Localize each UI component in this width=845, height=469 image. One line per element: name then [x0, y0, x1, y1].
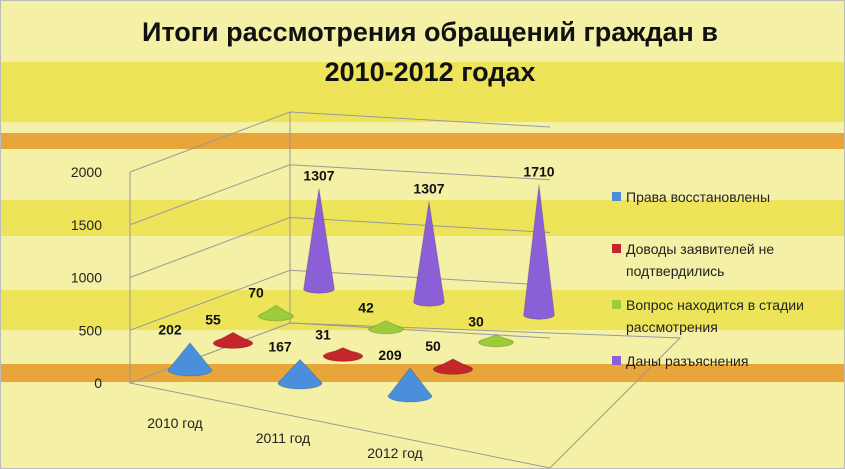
- legend-entry: Вопрос находится в стадии рассмотрения: [612, 294, 845, 338]
- data-label: 30: [468, 314, 484, 330]
- data-label: 1307: [413, 180, 444, 196]
- legend-swatch: [612, 244, 621, 253]
- cone: [212, 331, 254, 349]
- data-label: 50: [425, 338, 441, 354]
- cone: [432, 358, 474, 375]
- cone: [257, 304, 295, 322]
- data-label: 31: [315, 327, 331, 343]
- y-tick-label: 500: [79, 322, 103, 338]
- y-tick-label: 1500: [71, 217, 102, 233]
- legend-label: Вопрос находится в стадии рассмотрения: [626, 297, 804, 335]
- cone: [413, 201, 445, 307]
- x-tick-label: 2012 год: [367, 445, 422, 461]
- data-label: 167: [268, 338, 292, 354]
- legend-entry: Даны разъяснения: [612, 350, 845, 372]
- grid-line: [129, 269, 551, 331]
- legend-entry: Права восстановлены: [612, 186, 845, 208]
- chart-title: Итоги рассмотрения обращений граждан в 2…: [142, 17, 718, 87]
- cone: [367, 320, 405, 335]
- cone: [477, 334, 515, 348]
- legend-label: Даны разъяснения: [626, 353, 749, 369]
- legend-label: Доводы заявителей не подтвердились: [626, 241, 775, 279]
- cone: [167, 341, 213, 377]
- legend-swatch: [612, 192, 621, 201]
- legend-label: Права восстановлены: [626, 189, 771, 205]
- cone: [303, 188, 335, 294]
- x-tick-label: 2010 год: [147, 415, 202, 431]
- data-label: 1307: [303, 167, 334, 183]
- cone: [277, 358, 323, 390]
- data-label: 42: [358, 300, 374, 316]
- data-label: 202: [158, 322, 182, 338]
- x-tick-label: 2011 год: [256, 430, 310, 446]
- legend-swatch: [612, 300, 621, 309]
- band: [0, 133, 845, 149]
- data-label: 70: [248, 284, 264, 300]
- cone: [387, 367, 433, 403]
- legend-swatch: [612, 356, 621, 365]
- grid-line: [129, 164, 551, 226]
- y-tick-label: 2000: [71, 164, 102, 180]
- grid-line: [129, 216, 551, 278]
- data-label: 55: [205, 311, 221, 327]
- band: [0, 200, 845, 236]
- y-tick-label: 0: [94, 375, 102, 391]
- cone: [322, 347, 364, 362]
- data-label: 1710: [523, 164, 554, 180]
- data-label: 209: [378, 347, 402, 363]
- legend-entry: Доводы заявителей не подтвердились: [612, 238, 845, 282]
- y-tick-label: 1000: [71, 270, 102, 286]
- cone: [523, 184, 555, 320]
- grid-line: [129, 111, 551, 173]
- band: [0, 62, 845, 122]
